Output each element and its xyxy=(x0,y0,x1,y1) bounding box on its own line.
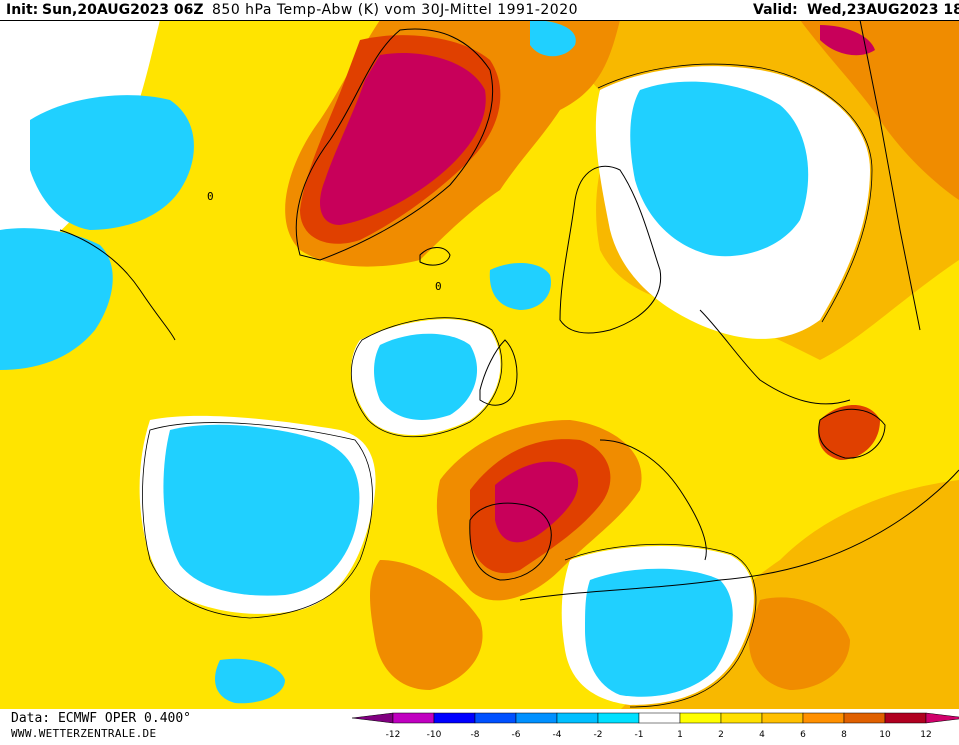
data-source: Data: ECMWF OPER 0.400° xyxy=(11,711,192,726)
legend-tick-label: 1 xyxy=(677,730,683,740)
atlantic-warm-south xyxy=(370,560,483,690)
legend-swatches xyxy=(351,712,959,724)
northsea-cold xyxy=(489,263,551,310)
legend-swatch xyxy=(679,712,722,724)
legend-swatch xyxy=(761,712,804,724)
legend-tick-label: -6 xyxy=(512,730,521,740)
europe-border-line xyxy=(699,309,851,405)
contour-label: 0 xyxy=(435,280,442,293)
north-africa-coast xyxy=(519,469,959,601)
legend-swatch xyxy=(433,712,476,724)
iberia-warm-core xyxy=(495,461,579,543)
scandinavia-coast xyxy=(559,165,662,334)
contour-atlantic xyxy=(142,422,373,619)
legend-tick-label: -8 xyxy=(471,730,480,740)
legend-swatch xyxy=(556,712,599,724)
legend-tick-label: -12 xyxy=(386,730,401,740)
legend-tick-label: 12 xyxy=(920,730,931,740)
legend-swatch xyxy=(351,712,394,724)
contour-med xyxy=(564,543,757,708)
legend-tick-label: 6 xyxy=(800,730,806,740)
africa-warm xyxy=(749,597,850,690)
map-title: 850 hPa Temp-Abw (K) vom 30J-Mittel 1991… xyxy=(212,2,579,18)
labrador-coast xyxy=(59,229,176,341)
coastlines xyxy=(59,19,959,601)
italy-coast xyxy=(599,439,707,561)
legend-tick-label: 8 xyxy=(841,730,847,740)
legend-tick-label: -10 xyxy=(427,730,442,740)
scandinavia-cold xyxy=(630,81,809,257)
legend-tick-label: -4 xyxy=(553,730,562,740)
legend-swatch xyxy=(720,712,763,724)
legend-tick-labels: -12 -10 -8 -6 -4 -2 -1 1 2 4 6 8 10 12 xyxy=(386,730,932,740)
color-legend: -12 -10 -8 -6 -4 -2 -1 1 2 4 6 8 10 12 xyxy=(351,712,959,740)
contour-atlantic-north xyxy=(351,317,503,438)
legend-swatch xyxy=(474,712,517,724)
russia-warm xyxy=(800,20,959,200)
legend-swatch xyxy=(884,712,927,724)
russia-warm-core xyxy=(820,25,875,56)
init-date: Sun,20AUG2023 06Z xyxy=(42,2,204,18)
valid-label: Valid: xyxy=(753,2,798,18)
zero-contours xyxy=(142,63,873,708)
atlantic-cold-central xyxy=(163,424,360,596)
legend-swatch xyxy=(392,712,435,724)
contour-label: 0 xyxy=(207,190,214,203)
russia-border xyxy=(859,19,921,331)
map-header: Init: Sun,20AUG2023 06Z 850 hPa Temp-Abw… xyxy=(0,0,959,21)
greenland-warm-core xyxy=(320,53,486,225)
init-label: Init: xyxy=(6,2,39,18)
greenland-coast xyxy=(295,28,494,261)
legend-swatch xyxy=(802,712,845,724)
atlantic-cold-south xyxy=(215,658,285,704)
legend-swatch xyxy=(638,712,681,724)
legend-swatch xyxy=(843,712,886,724)
arctic-cold xyxy=(530,20,576,57)
legend-tick-label: -2 xyxy=(594,730,603,740)
legend-swatch xyxy=(597,712,640,724)
legend-tick-label: 4 xyxy=(759,730,765,740)
legend-tick-label: 2 xyxy=(718,730,724,740)
valid-date: Wed,23AUG2023 18Z xyxy=(807,2,959,18)
website-credit: WWW.WETTERZENTRALE.DE xyxy=(11,727,157,740)
iceland-coast xyxy=(419,247,451,266)
britain-coast xyxy=(479,339,518,406)
labrador-cold xyxy=(0,228,113,370)
legend-tick-label: 10 xyxy=(879,730,891,740)
atlantic-cold-north xyxy=(374,333,478,420)
canada-cold xyxy=(30,95,194,231)
legend-swatch xyxy=(515,712,558,724)
iberia-coast xyxy=(469,502,552,581)
blacksea-warm xyxy=(818,405,880,460)
med-cold xyxy=(585,568,733,697)
contour-scandinavia xyxy=(597,63,873,323)
black-sea-coast xyxy=(818,408,886,459)
legend-tick-label: -1 xyxy=(635,730,644,740)
legend-swatch xyxy=(925,712,959,724)
